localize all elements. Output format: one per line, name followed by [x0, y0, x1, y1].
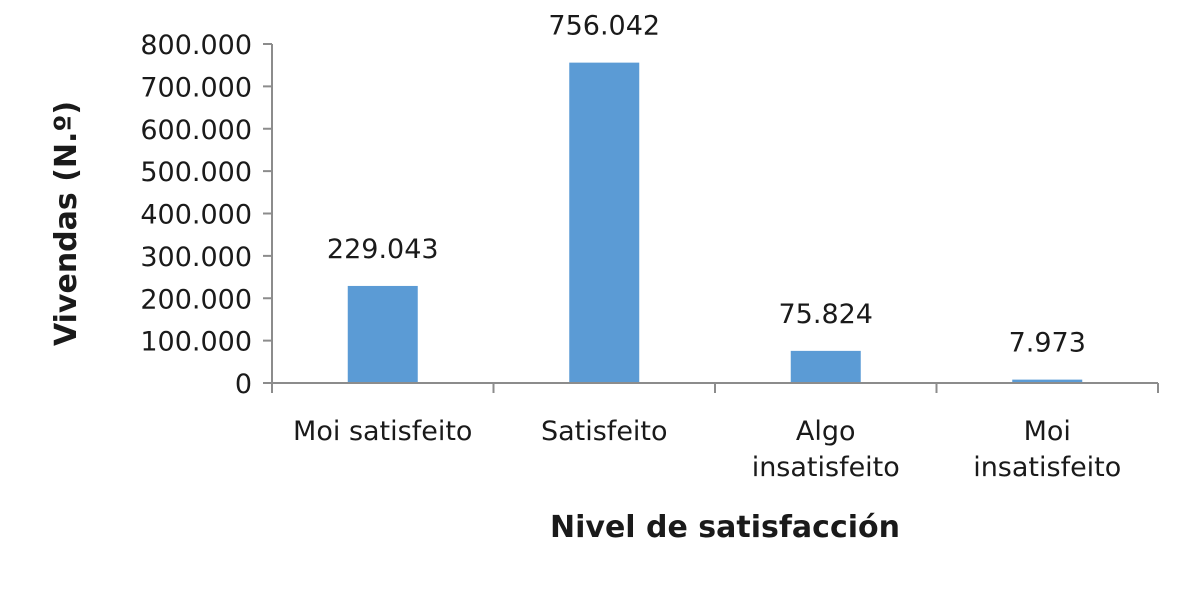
x-axis-title: Nivel de satisfacción: [550, 510, 900, 545]
y-axis-title: Vivendas (N.º): [49, 101, 84, 346]
bar: [569, 62, 640, 384]
y-tick-label: 300.000: [140, 242, 252, 273]
bar: [1012, 379, 1083, 383]
y-tick-label: 600.000: [140, 115, 252, 146]
bar-value-label: 229.043: [327, 234, 439, 265]
x-tick-label-line: Moi satisfeito: [293, 416, 472, 447]
y-tick-label: 100.000: [140, 327, 252, 358]
y-tick-label: 800.000: [140, 30, 252, 61]
y-tick-label: 200.000: [140, 284, 252, 315]
x-tick-label-line: Moi: [1024, 416, 1071, 447]
x-tick-label-line: insatisfeito: [973, 452, 1121, 483]
x-tick-label-line: insatisfeito: [752, 452, 900, 483]
data-labels: 229.043 756.042 75.824 7.973: [327, 11, 1086, 359]
y-tick-label: 400.000: [140, 200, 252, 231]
x-tick-label-line: Satisfeito: [541, 416, 668, 447]
x-tick-label-line: Algo: [796, 416, 856, 447]
y-tick-label: 500.000: [140, 157, 252, 188]
bar-value-label: 75.824: [779, 299, 873, 330]
x-axis-ticks: [271, 383, 1159, 393]
bar: [347, 285, 418, 383]
y-tick-label: 0: [235, 369, 252, 400]
bar-value-label: 756.042: [548, 11, 660, 42]
x-axis-tick-labels: Moi satisfeito Satisfeito Algo insatisfeito…: [293, 416, 1121, 483]
x-tick-label: Moi satisfeito: [293, 416, 472, 447]
y-axis-ticks: 0 100.000 200.000 300.000 400.000 500.000 600.…: [140, 30, 272, 400]
x-tick-label: Satisfeito: [541, 416, 668, 447]
x-tick-label: Moi insatisfeito: [973, 416, 1121, 483]
y-tick-label: 700.000: [140, 72, 252, 103]
x-tick-label: Algo insatisfeito: [752, 416, 900, 483]
bar: [790, 350, 861, 383]
bar-value-label: 7.973: [1009, 328, 1086, 359]
bars: [347, 62, 1083, 384]
